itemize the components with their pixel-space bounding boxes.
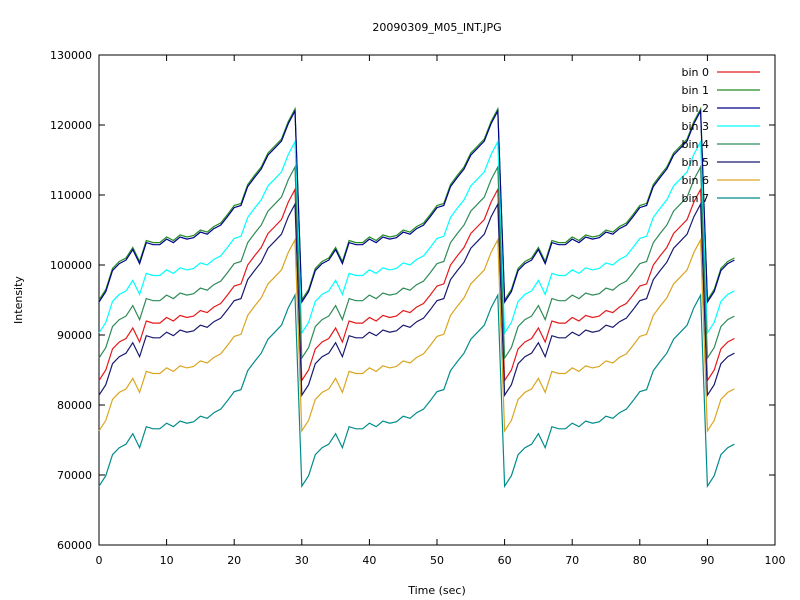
legend-label: bin 7 bbox=[681, 192, 709, 205]
x-axis-label: Time (sec) bbox=[407, 584, 466, 597]
legend-label: bin 4 bbox=[681, 138, 709, 151]
y-tick-label: 120000 bbox=[50, 119, 92, 132]
x-tick-label: 20 bbox=[227, 554, 241, 567]
x-tick-label: 80 bbox=[633, 554, 647, 567]
legend-label: bin 6 bbox=[681, 174, 709, 187]
x-tick-label: 90 bbox=[700, 554, 714, 567]
legend-label: bin 0 bbox=[681, 66, 709, 79]
axis-ticks: 0 10 20 30 40 50 60 70 80 90 100 60000 70000 80000 900… bbox=[50, 49, 786, 567]
plot-frame bbox=[98, 54, 776, 546]
x-tick-label: 50 bbox=[430, 554, 444, 567]
y-tick-label: 100000 bbox=[50, 259, 92, 272]
y-tick-label: 80000 bbox=[57, 399, 92, 412]
series-line-bin-1 bbox=[98, 106, 735, 302]
x-tick-label: 10 bbox=[160, 554, 174, 567]
y-axis-label: Intensity bbox=[12, 276, 25, 324]
y-tick-label: 90000 bbox=[57, 329, 92, 342]
x-tick-label: 30 bbox=[295, 554, 309, 567]
series-line-bin-6 bbox=[98, 237, 735, 433]
x-tick-label: 70 bbox=[565, 554, 579, 567]
legend-label: bin 3 bbox=[681, 120, 709, 133]
y-tick-label: 110000 bbox=[50, 189, 92, 202]
series-line-bin-5 bbox=[98, 201, 735, 398]
series-line-bin-2 bbox=[98, 108, 735, 305]
series-line-bin-0 bbox=[98, 187, 735, 383]
chart-title: 20090309_M05_INT.JPG bbox=[372, 21, 501, 34]
y-tick-label: 130000 bbox=[50, 49, 92, 62]
x-tick-label: 40 bbox=[362, 554, 376, 567]
x-tick-label: 0 bbox=[96, 554, 103, 567]
legend-label: bin 1 bbox=[681, 84, 709, 97]
y-tick-label: 60000 bbox=[57, 539, 92, 552]
series-line-bin-3 bbox=[98, 139, 735, 335]
legend-label: bin 2 bbox=[681, 102, 709, 115]
x-tick-label: 100 bbox=[765, 554, 786, 567]
legend-label: bin 5 bbox=[681, 156, 709, 169]
series-lines bbox=[98, 106, 735, 489]
legend: bin 0 bin 1 bin 2 bin 3 bin 4 bin 5 bin 6 bin 7 bbox=[681, 66, 760, 205]
series-line-bin-4 bbox=[98, 164, 735, 361]
y-tick-label: 70000 bbox=[57, 469, 92, 482]
series-line-bin-7 bbox=[98, 292, 735, 489]
x-tick-label: 60 bbox=[498, 554, 512, 567]
